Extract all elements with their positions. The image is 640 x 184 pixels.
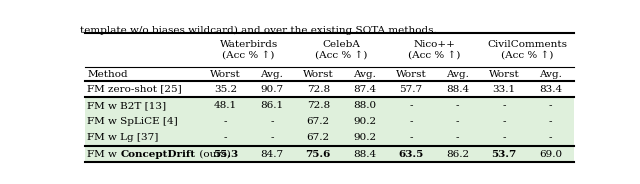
Bar <box>85 130 573 146</box>
Text: 72.8: 72.8 <box>307 101 330 110</box>
Text: 90.7: 90.7 <box>260 85 284 94</box>
Text: 86.2: 86.2 <box>446 150 469 159</box>
Text: 86.1: 86.1 <box>260 101 284 110</box>
Text: 57.7: 57.7 <box>399 85 422 94</box>
Text: 75.6: 75.6 <box>305 150 331 159</box>
Text: -: - <box>410 133 413 142</box>
Text: 72.8: 72.8 <box>307 85 330 94</box>
Text: -: - <box>270 133 273 142</box>
Text: 63.5: 63.5 <box>399 150 424 159</box>
Text: 83.4: 83.4 <box>539 85 562 94</box>
Text: CivilComments
(Acc % ↑): CivilComments (Acc % ↑) <box>487 40 567 60</box>
Text: -: - <box>456 133 460 142</box>
Text: 67.2: 67.2 <box>307 133 330 142</box>
Text: -: - <box>410 117 413 126</box>
Text: Method: Method <box>88 70 128 79</box>
Text: Avg.: Avg. <box>446 70 469 79</box>
Text: -: - <box>456 117 460 126</box>
Text: -: - <box>223 117 227 126</box>
Text: Avg.: Avg. <box>260 70 284 79</box>
Bar <box>85 114 573 130</box>
Text: FM zero-shot [25]: FM zero-shot [25] <box>88 85 182 94</box>
Bar <box>85 97 573 114</box>
Text: 88.4: 88.4 <box>353 150 376 159</box>
Text: -: - <box>502 101 506 110</box>
Text: -: - <box>502 117 506 126</box>
Text: ConceptDrift: ConceptDrift <box>120 150 196 159</box>
Text: 67.2: 67.2 <box>307 117 330 126</box>
Text: 90.2: 90.2 <box>353 117 376 126</box>
Text: 33.1: 33.1 <box>492 85 515 94</box>
Text: FM w B2T [13]: FM w B2T [13] <box>88 101 166 110</box>
Text: (ours): (ours) <box>196 150 230 159</box>
Text: 48.1: 48.1 <box>214 101 237 110</box>
Text: -: - <box>548 133 552 142</box>
Text: -: - <box>548 117 552 126</box>
Text: FM w: FM w <box>88 150 120 159</box>
Text: CelebA
(Acc % ↑): CelebA (Acc % ↑) <box>316 40 367 60</box>
Text: -: - <box>410 101 413 110</box>
Text: 87.4: 87.4 <box>353 85 376 94</box>
Text: 88.4: 88.4 <box>446 85 469 94</box>
Text: Avg.: Avg. <box>353 70 376 79</box>
Text: -: - <box>456 101 460 110</box>
Text: 69.0: 69.0 <box>539 150 562 159</box>
Text: 90.2: 90.2 <box>353 133 376 142</box>
Text: Worst: Worst <box>210 70 241 79</box>
Text: 35.2: 35.2 <box>214 85 237 94</box>
Text: 53.7: 53.7 <box>492 150 516 159</box>
Text: -: - <box>502 133 506 142</box>
Text: Nico++
(Acc % ↑): Nico++ (Acc % ↑) <box>408 40 460 60</box>
Text: 55.3: 55.3 <box>213 150 238 159</box>
Text: Worst: Worst <box>396 70 426 79</box>
Text: FM w Lg [37]: FM w Lg [37] <box>88 133 159 142</box>
Text: 88.0: 88.0 <box>353 101 376 110</box>
Text: Worst: Worst <box>488 70 519 79</box>
Text: Avg.: Avg. <box>539 70 562 79</box>
Text: FM w SpLiCE [4]: FM w SpLiCE [4] <box>88 117 178 126</box>
Text: 84.7: 84.7 <box>260 150 284 159</box>
Text: template w/o biases wildcard) and over the existing SOTA methods.: template w/o biases wildcard) and over t… <box>80 26 436 36</box>
Text: Waterbirds
(Acc % ↑): Waterbirds (Acc % ↑) <box>220 40 278 60</box>
Text: Worst: Worst <box>303 70 333 79</box>
Text: -: - <box>548 101 552 110</box>
Bar <box>85 146 573 162</box>
Text: -: - <box>223 133 227 142</box>
Text: -: - <box>270 117 273 126</box>
